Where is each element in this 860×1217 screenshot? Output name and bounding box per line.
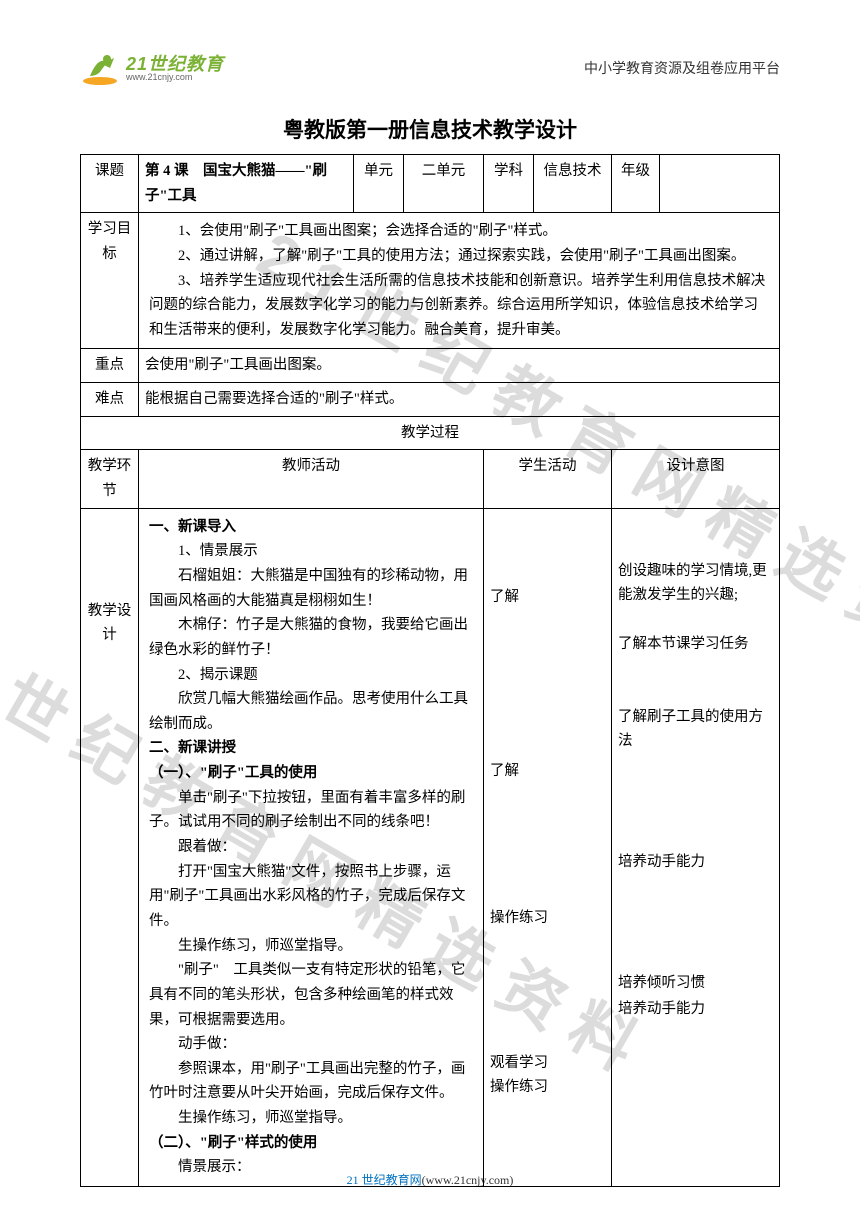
col-phase: 教学环节 bbox=[81, 450, 139, 508]
teacher-line: 欣赏几幅大熊猫绘画作品。思考使用什么工具绘制而成。 bbox=[149, 687, 473, 736]
header-right-text: 中小学教育资源及组卷应用平台 bbox=[584, 58, 780, 78]
logo-text: 21世纪教育 www.21cnjy.com bbox=[126, 55, 224, 82]
teacher-line: 2、揭示课题 bbox=[149, 663, 473, 688]
cell-keypoint: 会使用"刷子"工具画出图案。 bbox=[139, 349, 780, 383]
design-line: 了解刷子工具的使用方法 bbox=[618, 705, 773, 754]
design-line: 培养动手能力 bbox=[618, 850, 773, 875]
cell-grade bbox=[660, 155, 780, 213]
teacher-line: 跟着做： bbox=[149, 835, 473, 860]
topic-text: 第 4 课 国宝大熊猫——"刷子"工具 bbox=[145, 163, 327, 204]
table-row: 教学设计 一、新课导入 1、情景展示 石榴姐姐：大熊猫是中国独有的珍稀动物，用国… bbox=[81, 508, 780, 1186]
logo-block: 21世纪教育 www.21cnjy.com bbox=[80, 50, 224, 86]
label-keypoint: 重点 bbox=[81, 349, 139, 383]
student-line: 操作练习 bbox=[490, 1075, 605, 1100]
cell-unit: 二单元 bbox=[404, 155, 484, 213]
cell-design-intent: 创设趣味的学习情境,更能激发学生的兴趣; 了解本节课学习任务 了解刷子工具的使用… bbox=[612, 508, 780, 1186]
teacher-line: 参照课本，用"刷子"工具画出完整的竹子，画竹叶时注意要从叶尖开始画，完成后保存文… bbox=[149, 1057, 473, 1106]
student-line: 了解 bbox=[490, 759, 605, 784]
teacher-line: 动手做： bbox=[149, 1032, 473, 1057]
document-title: 粤教版第一册信息技术教学设计 bbox=[80, 114, 780, 144]
table-row: 课题 第 4 课 国宝大熊猫——"刷子"工具 单元 二单元 学科 信息技术 年级 bbox=[81, 155, 780, 213]
teacher-line: 木棉仔：竹子是大熊猫的食物，我要给它画出绿色水彩的鲜竹子！ bbox=[149, 613, 473, 662]
runner-logo-icon bbox=[80, 50, 120, 86]
section-title: 一、新课导入 bbox=[149, 515, 473, 540]
cell-topic: 第 4 课 国宝大熊猫——"刷子"工具 bbox=[139, 155, 354, 213]
subsection-title: （二）、"刷子"样式的使用 bbox=[149, 1131, 473, 1156]
process-header: 教学过程 bbox=[81, 416, 780, 450]
cell-subject: 信息技术 bbox=[534, 155, 612, 213]
teacher-line: 1、情景展示 bbox=[149, 539, 473, 564]
cell-difficulty: 能根据自己需要选择合适的"刷子"样式。 bbox=[139, 383, 780, 417]
table-row: 教学过程 bbox=[81, 416, 780, 450]
label-unit: 单元 bbox=[354, 155, 404, 213]
student-line: 观看学习 bbox=[490, 1051, 605, 1076]
table-row: 教学环节 教师活动 学生活动 设计意图 bbox=[81, 450, 780, 508]
student-line: 了解 bbox=[490, 585, 605, 610]
table-row: 难点 能根据自己需要选择合适的"刷子"样式。 bbox=[81, 383, 780, 417]
design-line: 培养倾听习惯 bbox=[618, 971, 773, 996]
col-design: 设计意图 bbox=[612, 450, 780, 508]
table-row: 重点 会使用"刷子"工具画出图案。 bbox=[81, 349, 780, 383]
teacher-line: 生操作练习，师巡堂指导。 bbox=[149, 1106, 473, 1131]
student-line: 操作练习 bbox=[490, 906, 605, 931]
teacher-line: 单击"刷子"下拉按钮，里面有着丰富多样的刷子。试试用不同的刷子绘制出不同的线条吧… bbox=[149, 786, 473, 835]
cell-student-activity: 了解 了解 操作练习 观看学习 操作练习 bbox=[484, 508, 612, 1186]
teacher-line: 情景展示： bbox=[149, 1155, 473, 1180]
teacher-line: "刷子" 工具类似一支有特定形状的铅笔，它具有不同的笔头形状，包含多种绘画笔的样… bbox=[149, 958, 473, 1032]
label-grade: 年级 bbox=[612, 155, 660, 213]
table-row: 学习目标 1、会使用"刷子"工具画出图案；会选择合适的"刷子"样式。 2、通过讲… bbox=[81, 213, 780, 349]
col-student: 学生活动 bbox=[484, 450, 612, 508]
design-line: 培养动手能力 bbox=[618, 997, 773, 1022]
label-topic: 课题 bbox=[81, 155, 139, 213]
label-subject: 学科 bbox=[484, 155, 534, 213]
label-difficulty: 难点 bbox=[81, 383, 139, 417]
cell-phase: 教学设计 bbox=[81, 508, 139, 1186]
goal-item: 3、培养学生适应现代社会生活所需的信息技术技能和创新意识。培养学生利用信息技术解… bbox=[149, 269, 769, 343]
logo-cn-text: 21世纪教育 bbox=[126, 55, 224, 73]
cell-goals: 1、会使用"刷子"工具画出图案；会选择合适的"刷子"样式。 2、通过讲解，了解"… bbox=[139, 213, 780, 349]
design-line: 创设趣味的学习情境,更能激发学生的兴趣; bbox=[618, 559, 773, 608]
logo-url-text: www.21cnjy.com bbox=[126, 73, 224, 82]
page-header: 21世纪教育 www.21cnjy.com 中小学教育资源及组卷应用平台 bbox=[80, 50, 780, 86]
teacher-line: 生操作练习，师巡堂指导。 bbox=[149, 934, 473, 959]
subsection-title: （一）、"刷子"工具的使用 bbox=[149, 761, 473, 786]
design-line: 了解本节课学习任务 bbox=[618, 632, 773, 657]
lesson-plan-table: 课题 第 4 课 国宝大熊猫——"刷子"工具 单元 二单元 学科 信息技术 年级… bbox=[80, 154, 780, 1187]
teacher-line: 打开"国宝大熊猫"文件，按照书上步骤，运用"刷子"工具画出水彩风格的竹子，完成后… bbox=[149, 860, 473, 934]
cell-teacher-activity: 一、新课导入 1、情景展示 石榴姐姐：大熊猫是中国独有的珍稀动物，用国画风格画的… bbox=[139, 508, 484, 1186]
goal-item: 2、通过讲解，了解"刷子"工具的使用方法；通过探索实践，会使用"刷子"工具画出图… bbox=[149, 244, 769, 269]
col-teacher: 教师活动 bbox=[139, 450, 484, 508]
section-title: 二、新课讲授 bbox=[149, 736, 473, 761]
teacher-line: 石榴姐姐：大熊猫是中国独有的珍稀动物，用国画风格画的大能猫真是栩栩如生！ bbox=[149, 564, 473, 613]
label-goals: 学习目标 bbox=[81, 213, 139, 349]
goal-item: 1、会使用"刷子"工具画出图案；会选择合适的"刷子"样式。 bbox=[149, 219, 769, 244]
page-container: 21世纪教育 www.21cnjy.com 中小学教育资源及组卷应用平台 粤教版… bbox=[0, 0, 860, 1217]
